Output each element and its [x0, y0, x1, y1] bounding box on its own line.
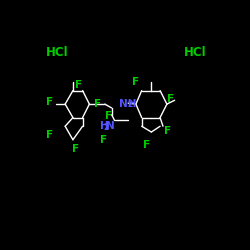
Text: F: F	[100, 135, 108, 145]
Text: F: F	[105, 111, 112, 121]
Text: F: F	[143, 140, 150, 150]
Text: F: F	[167, 94, 174, 104]
Text: H: H	[100, 121, 109, 131]
Text: 2: 2	[103, 122, 108, 132]
Text: HCl: HCl	[184, 46, 206, 59]
Text: F: F	[94, 99, 101, 109]
Text: F: F	[46, 97, 53, 107]
Text: NH: NH	[119, 98, 136, 108]
Text: 2: 2	[128, 100, 133, 109]
Text: F: F	[75, 80, 82, 90]
Text: F: F	[46, 130, 53, 140]
Text: F: F	[72, 144, 80, 154]
Text: F: F	[132, 77, 140, 87]
Text: N: N	[106, 121, 114, 131]
Text: F: F	[164, 126, 172, 136]
Text: HCl: HCl	[46, 46, 69, 59]
